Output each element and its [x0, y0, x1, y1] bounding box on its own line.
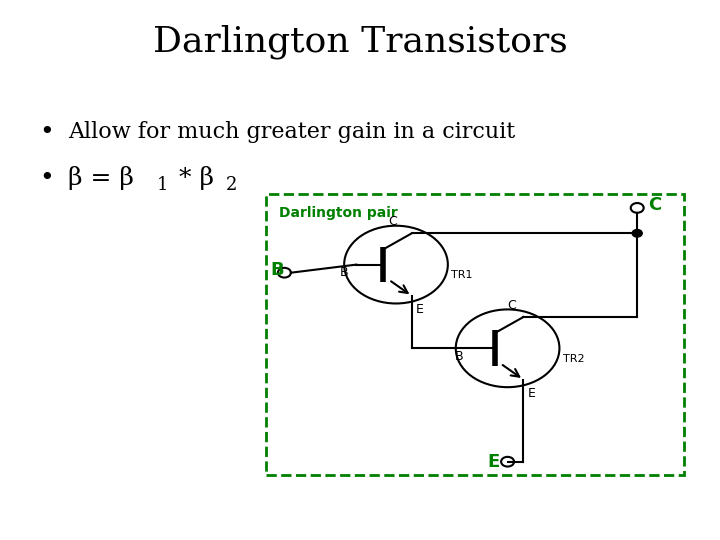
Text: Darlington pair: Darlington pair: [279, 206, 398, 220]
Text: 1: 1: [157, 176, 168, 194]
Text: Darlington Transistors: Darlington Transistors: [153, 24, 567, 59]
Text: B: B: [270, 261, 284, 279]
Text: B: B: [454, 350, 463, 363]
Text: C: C: [388, 215, 397, 228]
Text: E: E: [528, 387, 536, 400]
Text: E: E: [416, 303, 424, 316]
Text: Allow for much greater gain in a circuit: Allow for much greater gain in a circuit: [68, 122, 516, 143]
Text: * β: * β: [171, 166, 215, 190]
Text: C: C: [648, 196, 661, 214]
Text: •: •: [40, 166, 54, 190]
Text: C: C: [507, 299, 516, 312]
Bar: [266, 194, 684, 475]
Text: B: B: [340, 266, 348, 279]
Text: 2: 2: [226, 176, 238, 194]
Text: •: •: [40, 120, 54, 144]
Text: TR1: TR1: [451, 271, 473, 280]
Text: TR2: TR2: [563, 354, 585, 364]
Text: E: E: [487, 453, 500, 471]
Text: β = β: β = β: [68, 166, 134, 190]
Circle shape: [632, 230, 642, 237]
